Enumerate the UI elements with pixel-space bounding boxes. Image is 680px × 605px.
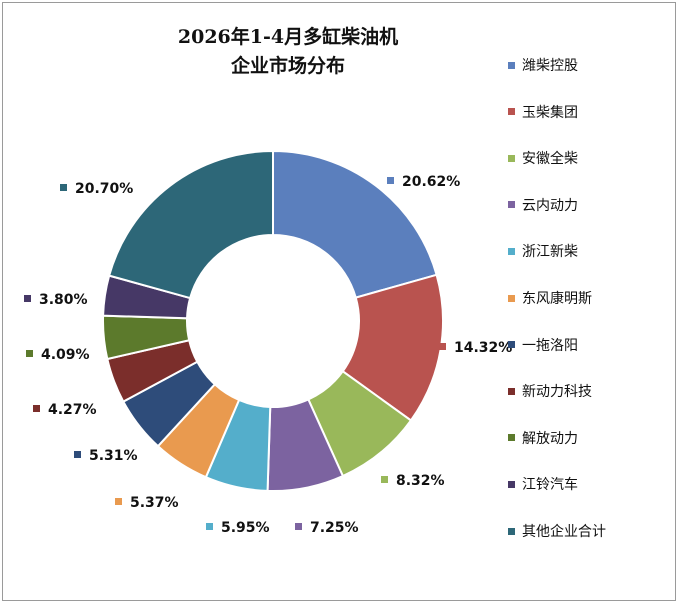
legend-swatch-8 xyxy=(508,434,515,442)
data-label-swatch-1 xyxy=(439,343,446,350)
legend-label-5: 东风康明斯 xyxy=(522,291,592,307)
legend-swatch-1 xyxy=(508,108,515,116)
chart-title-line-2: 企业市场分布 xyxy=(230,55,345,77)
data-label-1: 14.32% xyxy=(454,340,512,356)
legend-item-3: 云内动力 xyxy=(508,195,668,215)
data-label-swatch-8 xyxy=(26,350,33,357)
legend-item-9: 江铃汽车 xyxy=(508,474,668,494)
legend-swatch-3 xyxy=(508,201,515,209)
chart-title-line-1: 2026年1-4月多缸柴油机 xyxy=(177,26,399,48)
legend-item-6: 一拖洛阳 xyxy=(508,335,668,355)
legend-swatch-4 xyxy=(508,247,515,255)
legend-label-8: 解放动力 xyxy=(522,430,578,447)
legend-label-3: 云内动力 xyxy=(522,197,578,214)
legend-label-6: 一拖洛阳 xyxy=(522,337,578,354)
legend-item-7: 新动力科技 xyxy=(508,381,668,401)
data-label-swatch-2 xyxy=(381,476,388,483)
legend-label-7: 新动力科技 xyxy=(522,384,592,401)
legend-label-10: 其他企业合计 xyxy=(522,524,606,540)
data-label-swatch-0 xyxy=(387,177,394,184)
legend-item-5: 东风康明斯 xyxy=(508,288,668,308)
data-label-swatch-3 xyxy=(295,523,302,530)
legend-label-2: 安徽全柴 xyxy=(522,151,578,168)
slice-10 xyxy=(107,149,274,300)
data-label-2: 8.32% xyxy=(396,473,445,489)
data-label-3: 7.25% xyxy=(310,520,359,536)
legend-item-1: 玉柴集团 xyxy=(508,102,668,122)
data-label-7: 4.27% xyxy=(48,402,97,418)
data-label-swatch-9 xyxy=(24,295,31,302)
data-label-0: 20.62% xyxy=(402,174,460,190)
chart-title: 2026年1-4月多缸柴油机 企业市场分布 xyxy=(123,23,453,81)
legend-label-4: 浙江新柴 xyxy=(522,244,578,261)
legend-item-4: 浙江新柴 xyxy=(508,241,668,261)
data-label-swatch-5 xyxy=(115,498,122,505)
legend-label-9: 江铃汽车 xyxy=(522,477,578,494)
data-label-swatch-10 xyxy=(60,184,67,191)
legend-swatch-0 xyxy=(508,61,515,69)
legend-item-0: 潍柴控股 xyxy=(508,55,668,75)
data-label-5: 5.37% xyxy=(130,495,179,511)
data-label-swatch-6 xyxy=(74,451,81,458)
data-label-8: 4.09% xyxy=(41,347,90,363)
legend-item-2: 安徽全柴 xyxy=(508,148,668,168)
legend-swatch-5 xyxy=(508,294,515,302)
legend-swatch-2 xyxy=(508,154,515,162)
legend-label-1: 玉柴集团 xyxy=(522,104,578,121)
legend-item-10: 其他企业合计 xyxy=(508,521,668,541)
slice-0 xyxy=(272,149,438,299)
legend-swatch-9 xyxy=(508,480,515,488)
data-label-9: 3.80% xyxy=(39,292,88,308)
legend-item-8: 解放动力 xyxy=(508,428,668,448)
data-label-swatch-4 xyxy=(206,523,213,530)
data-label-10: 20.70% xyxy=(75,181,133,197)
data-label-6: 5.31% xyxy=(89,448,138,464)
data-label-4: 5.95% xyxy=(221,520,270,536)
legend-swatch-7 xyxy=(508,387,515,395)
legend-swatch-6 xyxy=(508,341,515,349)
legend-label-0: 潍柴控股 xyxy=(522,58,578,74)
data-label-swatch-7 xyxy=(33,405,40,412)
legend-swatch-10 xyxy=(508,527,515,535)
